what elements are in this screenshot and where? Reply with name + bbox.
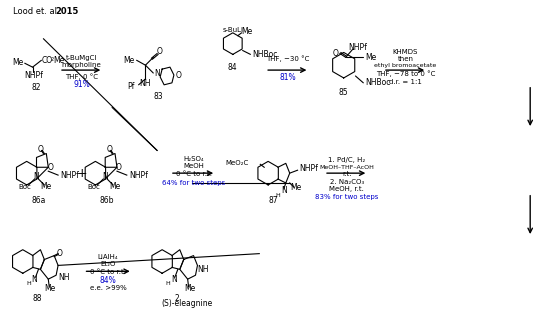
Text: MeOH–THF–AcOH: MeOH–THF–AcOH bbox=[319, 165, 374, 170]
Text: NHBoc: NHBoc bbox=[365, 78, 390, 87]
Text: O: O bbox=[57, 249, 63, 258]
Text: H: H bbox=[26, 281, 31, 286]
Text: 2: 2 bbox=[174, 294, 179, 303]
Text: Me: Me bbox=[241, 27, 253, 36]
Text: Me: Me bbox=[53, 56, 64, 65]
Text: NHBoc: NHBoc bbox=[252, 50, 278, 59]
Text: NH: NH bbox=[140, 79, 151, 88]
Text: O: O bbox=[37, 145, 43, 154]
Text: 86b: 86b bbox=[100, 196, 114, 205]
Text: 84: 84 bbox=[228, 63, 238, 72]
Text: O: O bbox=[106, 145, 112, 154]
Text: s-BuLi: s-BuLi bbox=[222, 27, 243, 33]
Text: ethyl bromoacetate: ethyl bromoacetate bbox=[375, 63, 437, 68]
Text: Me: Me bbox=[45, 285, 56, 294]
Text: t-BuMgCl: t-BuMgCl bbox=[66, 55, 97, 61]
Text: THF, 0 °C: THF, 0 °C bbox=[65, 73, 98, 80]
Text: N: N bbox=[155, 69, 160, 78]
Text: 84%: 84% bbox=[100, 276, 117, 285]
Text: 0 °C to r.t.: 0 °C to r.t. bbox=[175, 171, 212, 177]
Text: NHPf: NHPf bbox=[129, 170, 147, 179]
Text: Me: Me bbox=[290, 184, 301, 193]
Text: THF, −78 to 0 °C: THF, −78 to 0 °C bbox=[376, 71, 435, 78]
Text: O: O bbox=[47, 163, 53, 172]
Text: NHPf: NHPf bbox=[300, 164, 318, 173]
Text: Me: Me bbox=[184, 285, 195, 294]
Text: 81%: 81% bbox=[279, 73, 296, 82]
Text: +: + bbox=[76, 167, 87, 180]
Text: O: O bbox=[333, 49, 339, 58]
Text: 83: 83 bbox=[153, 92, 163, 101]
Text: 82: 82 bbox=[32, 83, 41, 92]
Text: d.r. = 1:1: d.r. = 1:1 bbox=[389, 79, 422, 85]
Text: 88: 88 bbox=[33, 294, 42, 303]
Text: H: H bbox=[276, 193, 280, 198]
Text: Et₂O: Et₂O bbox=[101, 261, 116, 268]
Text: Me: Me bbox=[123, 56, 135, 65]
Text: 0 °C to r.t.: 0 °C to r.t. bbox=[90, 269, 126, 275]
Text: 2: 2 bbox=[50, 57, 53, 62]
Text: Boc: Boc bbox=[18, 184, 31, 190]
Text: H: H bbox=[166, 281, 170, 286]
Text: N: N bbox=[32, 275, 37, 284]
Text: NHPf: NHPf bbox=[348, 43, 367, 52]
Text: THF, −30 °C: THF, −30 °C bbox=[266, 55, 310, 62]
Text: morpholine: morpholine bbox=[62, 62, 102, 68]
Text: Me: Me bbox=[13, 58, 24, 67]
Text: Me: Me bbox=[109, 182, 120, 191]
Text: O: O bbox=[176, 70, 182, 79]
Text: 64% for two steps: 64% for two steps bbox=[162, 180, 225, 186]
Text: MeO₂C: MeO₂C bbox=[226, 160, 249, 166]
Text: Lood et. al: Lood et. al bbox=[13, 7, 59, 16]
Text: Boc: Boc bbox=[87, 184, 100, 190]
Text: O: O bbox=[116, 163, 122, 172]
Text: N: N bbox=[102, 172, 108, 181]
Text: 86a: 86a bbox=[31, 196, 46, 205]
Text: then: then bbox=[398, 56, 414, 62]
Text: (S)-eleagnine: (S)-eleagnine bbox=[161, 299, 212, 308]
Text: CO: CO bbox=[41, 56, 53, 65]
Text: N: N bbox=[281, 186, 287, 195]
Text: 91%: 91% bbox=[73, 80, 90, 89]
Text: e.e. >99%: e.e. >99% bbox=[90, 285, 126, 291]
Text: O: O bbox=[156, 47, 162, 56]
Text: Me: Me bbox=[365, 53, 377, 62]
Text: MeOH, r.t.: MeOH, r.t. bbox=[329, 186, 364, 192]
Text: N: N bbox=[34, 172, 40, 181]
Text: N: N bbox=[171, 275, 177, 284]
Text: 83% for two steps: 83% for two steps bbox=[315, 194, 378, 200]
Text: NH: NH bbox=[58, 273, 70, 282]
Text: NHPf: NHPf bbox=[60, 170, 79, 179]
Text: 1. Pd/C, H₂: 1. Pd/C, H₂ bbox=[328, 157, 365, 163]
Text: KHMDS: KHMDS bbox=[393, 49, 418, 55]
Text: Pf: Pf bbox=[127, 82, 135, 91]
Text: r.t.: r.t. bbox=[342, 171, 351, 177]
Text: 85: 85 bbox=[339, 88, 349, 97]
Text: LiAlH₄: LiAlH₄ bbox=[98, 254, 118, 259]
Text: 2015: 2015 bbox=[55, 7, 79, 16]
Text: 2. Na₂CO₃: 2. Na₂CO₃ bbox=[329, 179, 364, 185]
Text: NH: NH bbox=[197, 265, 209, 274]
Text: 87: 87 bbox=[268, 196, 278, 205]
Text: MeOH: MeOH bbox=[183, 163, 204, 169]
Text: NHPf: NHPf bbox=[24, 72, 43, 81]
Text: Me: Me bbox=[41, 182, 52, 191]
Text: H₂SO₄: H₂SO₄ bbox=[183, 157, 204, 162]
